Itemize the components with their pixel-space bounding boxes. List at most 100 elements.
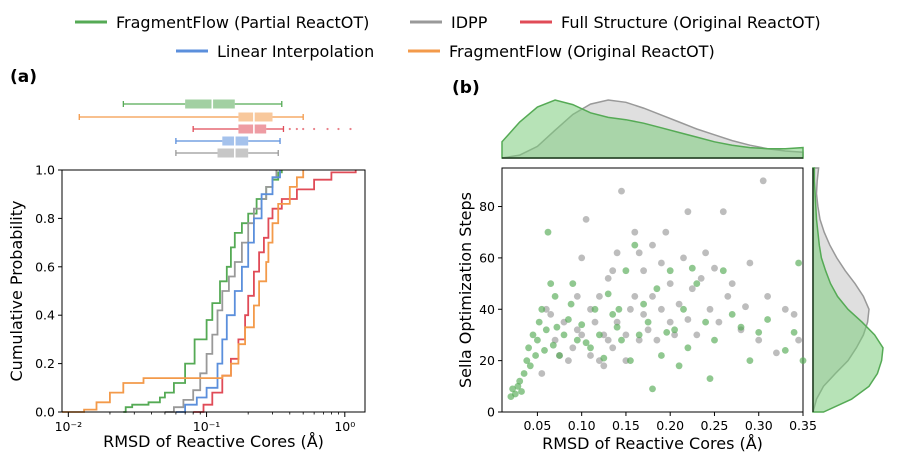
scatter-point: [518, 388, 525, 395]
scatter-point: [728, 280, 736, 287]
boxplot-outlier: [313, 127, 316, 131]
scatter-point: [649, 293, 656, 300]
boxplot-box: [217, 148, 249, 158]
boxplot-outlier: [295, 127, 298, 131]
panel-a-label: (a): [10, 67, 37, 87]
scatter-point: [706, 305, 714, 313]
scatter-point: [719, 208, 727, 216]
scatter-point: [737, 323, 745, 331]
legend-label: FragmentFlow (Partial ReactOT): [116, 13, 369, 32]
y-tick-label: 0.8: [35, 211, 55, 226]
legend-item-linear-interpolation: Linear Interpolation: [176, 42, 374, 61]
scatter-point: [653, 285, 661, 293]
scatter-point: [534, 336, 541, 344]
scatter-point: [547, 311, 555, 318]
boxplot-outlier: [288, 127, 291, 131]
boxplot-outlier: [349, 127, 352, 131]
scatter-point: [582, 339, 590, 347]
cdf-line-full-structure-original-reactot: [193, 170, 357, 413]
panel-a-boxplots: [78, 99, 352, 158]
scatter-point: [688, 264, 696, 272]
scatter-point: [538, 305, 546, 313]
scatter-point: [604, 336, 612, 344]
y-tick-label: 60: [479, 250, 495, 265]
scatter-point: [618, 336, 625, 344]
scatter-point: [573, 293, 581, 300]
y-axis-label: Sella Optimization Steps: [456, 192, 475, 388]
scatter-point: [790, 311, 798, 318]
scatter-point: [663, 329, 671, 336]
scatter-point: [573, 326, 581, 334]
scatter-point: [715, 318, 723, 326]
scatter-point: [544, 228, 552, 236]
scatter-point: [523, 357, 531, 364]
panel-b-label: (b): [452, 78, 480, 98]
scatter-point: [578, 254, 586, 262]
scatter-point: [684, 344, 692, 352]
scatter-point: [565, 357, 572, 364]
boxplot-full-structure-original-reactot: [192, 124, 352, 134]
scatter-series-fragmentflow-partial-reactot: [507, 228, 807, 400]
x-axis-label: RMSD of Reactive Cores (Å): [103, 432, 324, 451]
scatter-point: [640, 300, 647, 308]
scatter-point: [671, 331, 678, 339]
cdf-line-fragmentflow-partial-reactot: [123, 170, 283, 413]
scatter-point: [702, 249, 709, 257]
cdf-line-fragmentflow-original-reactot: [62, 170, 305, 413]
scatter-point: [514, 382, 522, 390]
panel-b-top-density: [501, 99, 804, 159]
scatter-point: [613, 318, 621, 326]
boxplot-fragmentflow-original-reactot: [78, 112, 304, 122]
scatter-point: [532, 352, 539, 359]
scatter-point: [509, 385, 516, 393]
x-axis-label: RMSD of Reactive Cores (Å): [542, 434, 763, 453]
scatter-point: [719, 267, 727, 275]
scatter-point: [666, 318, 674, 326]
scatter-point: [680, 254, 687, 262]
legend-label: FragmentFlow (Original ReactOT): [449, 42, 715, 61]
scatter-point: [795, 336, 802, 344]
scatter-point: [578, 321, 586, 329]
scatter-point: [600, 354, 608, 362]
cdf-line-linear-interpolation: [175, 170, 281, 413]
scatter-point: [675, 300, 683, 308]
scatter-point: [600, 362, 608, 370]
scatter-point: [622, 267, 630, 275]
scatter-point: [551, 293, 559, 300]
legend-item-full-structure-original-reactot: Full Structure (Original ReactOT): [520, 13, 821, 32]
x-tick-label: 0.15: [612, 418, 640, 433]
scatter-point: [582, 216, 590, 223]
scatter-point: [618, 187, 625, 195]
scatter-point: [569, 344, 577, 352]
scatter-point: [635, 249, 643, 257]
scatter-point: [631, 241, 639, 249]
scatter-point: [613, 249, 621, 257]
boxplot-fragmentflow-partial-reactot: [122, 99, 283, 109]
x-tick-label: 10⁻¹: [193, 419, 221, 434]
y-tick-label: 0.2: [35, 356, 55, 371]
boxplot-idpp: [175, 148, 279, 158]
scatter-point: [541, 347, 548, 354]
scatter-point: [688, 285, 696, 293]
x-tick-label: 10⁻²: [55, 419, 83, 434]
scatter-point: [529, 331, 537, 339]
scatter-point: [627, 305, 634, 313]
scatter-point: [644, 318, 652, 326]
y-tick-label: 0.4: [35, 308, 55, 323]
x-tick-label: 0.10: [568, 418, 596, 433]
scatter-point: [516, 377, 524, 385]
scatter-point: [553, 323, 561, 331]
scatter-point: [609, 267, 617, 275]
scatter-point: [644, 326, 652, 334]
scatter-point: [693, 331, 701, 339]
scatter-point: [520, 370, 528, 377]
scatter-point: [560, 331, 568, 339]
scatter-point: [746, 259, 754, 267]
y-tick-label: 80: [479, 199, 495, 214]
scatter-point: [649, 385, 656, 393]
legend-item-fragmentflow-partial-reactot: FragmentFlow (Partial ReactOT): [75, 13, 369, 32]
scatter-point: [759, 177, 767, 185]
scatter-point: [573, 336, 581, 344]
scatter-point: [609, 311, 617, 318]
scatter-point: [658, 305, 665, 313]
